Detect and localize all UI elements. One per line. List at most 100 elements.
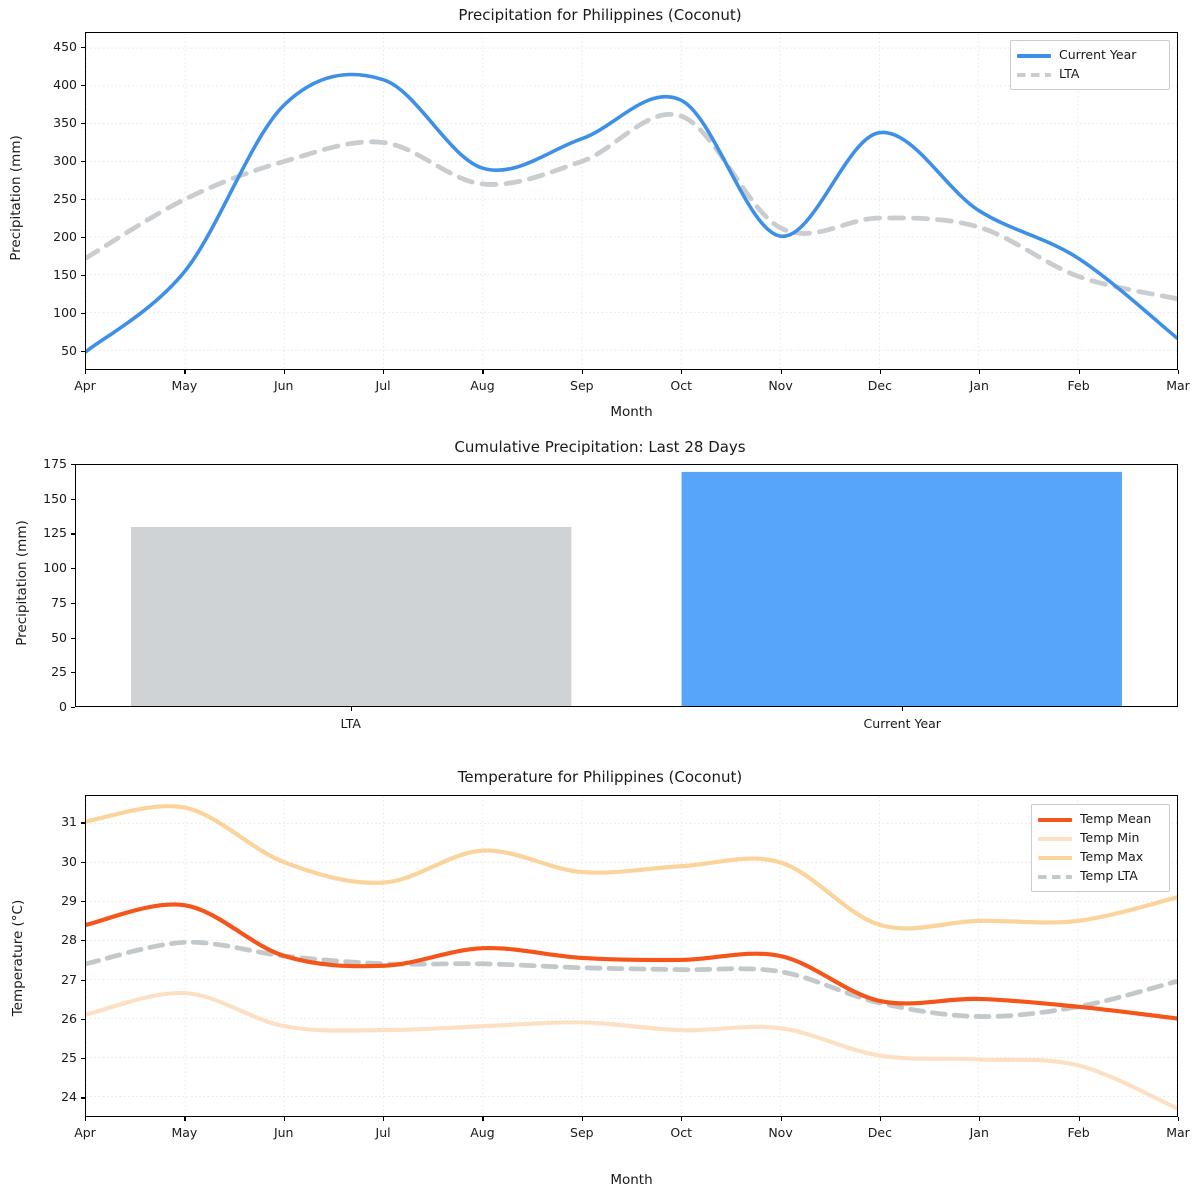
series-line-temp-min <box>86 990 1177 1111</box>
x-axis-tick-label: Sep <box>570 378 594 393</box>
y-axis-tick-mark <box>71 464 75 466</box>
y-axis-tick-label: 50 <box>51 629 67 645</box>
x-axis-tick-mark <box>1178 1117 1180 1121</box>
temperature-plot-area <box>85 795 1178 1117</box>
x-axis-tick-label: Dec <box>867 1125 892 1140</box>
x-axis-tick-label: May <box>171 378 198 393</box>
y-axis-tick-label: 200 <box>53 229 77 245</box>
x-axis-tick-label: Jan <box>969 378 989 393</box>
bar-lta[interactable] <box>131 526 572 706</box>
y-axis-tick-mark <box>81 199 85 201</box>
x-axis-tick-label: Jan <box>969 1125 989 1140</box>
x-axis-tick-mark <box>482 1117 484 1121</box>
y-axis-tick-mark <box>81 822 85 824</box>
y-axis-tick-label: 0 <box>59 699 67 714</box>
x-axis-tick-mark <box>383 370 385 374</box>
cumulative-plot-area <box>75 464 1178 707</box>
x-axis-tick-mark <box>1078 1117 1080 1121</box>
y-axis-tick-mark <box>81 1018 85 1021</box>
temperature-legend-entry[interactable]: Temp Mean <box>1038 810 1162 829</box>
temperature-legend-entry[interactable]: Temp Max <box>1038 848 1162 867</box>
x-axis-tick-label: Sep <box>570 1125 594 1140</box>
temperature-x-axis-label: Month <box>610 1172 653 1188</box>
x-axis-tick-label: Mar <box>1166 1125 1190 1140</box>
x-axis-tick-label: Feb <box>1067 1125 1090 1140</box>
x-axis-tick-label: Oct <box>670 1125 692 1140</box>
y-axis-tick-label: 25 <box>51 664 67 680</box>
y-axis-tick-mark <box>71 533 75 535</box>
x-axis-tick-mark <box>979 1117 981 1121</box>
y-axis-tick-label: 150 <box>43 490 67 506</box>
y-axis-tick-label: 24 <box>61 1089 77 1105</box>
y-axis-tick-label: 75 <box>51 594 67 610</box>
temperature-legend-entry[interactable]: Temp Min <box>1038 829 1162 848</box>
y-axis-tick-label: 125 <box>43 525 67 541</box>
y-axis-tick-mark <box>81 275 85 277</box>
x-axis-tick-mark <box>681 1117 683 1121</box>
y-axis-tick-mark <box>81 85 85 87</box>
y-axis-tick-mark <box>71 498 75 500</box>
y-axis-tick-label: 27 <box>61 971 77 987</box>
cumulative-precipitation-panel: Cumulative Precipitation: Last 28 Days P… <box>0 432 1200 732</box>
precipitation-y-axis-label: Precipitation (mm) <box>8 135 24 261</box>
y-axis-tick-label: 300 <box>53 153 77 169</box>
y-axis-tick-label: 26 <box>61 1010 77 1026</box>
x-axis-tick-label: Jun <box>273 378 294 393</box>
precipitation-legend-entry[interactable]: LTA <box>1017 65 1162 84</box>
y-axis-tick-label: 100 <box>53 305 77 321</box>
temperature-panel: Temperature for Philippines (Coconut) Te… <box>0 760 1200 1200</box>
x-axis-tick-mark <box>879 370 882 374</box>
x-axis-tick-mark <box>350 707 352 711</box>
x-axis-category-label: Current Year <box>863 716 941 731</box>
x-axis-tick-mark <box>902 707 904 711</box>
legend-label: Temp Mean <box>1080 811 1152 827</box>
series-line-current-year <box>86 72 1177 354</box>
y-axis-tick-mark <box>81 1097 85 1099</box>
y-axis-tick-label: 31 <box>61 814 77 830</box>
y-axis-tick-mark <box>81 123 85 125</box>
legend-label: LTA <box>1059 66 1080 82</box>
x-axis-tick-mark <box>283 1117 285 1121</box>
x-axis-tick-label: Jul <box>375 378 391 393</box>
y-axis-tick-mark <box>81 979 85 981</box>
y-axis-tick-mark <box>81 1058 85 1060</box>
y-axis-tick-mark <box>81 861 85 863</box>
series-line-temp-mean <box>86 902 1177 1021</box>
x-axis-tick-mark <box>780 1117 782 1121</box>
x-axis-tick-mark <box>581 370 583 374</box>
precipitation-panel: Precipitation for Philippines (Coconut) … <box>0 0 1200 430</box>
y-axis-tick-mark <box>81 313 85 315</box>
x-axis-tick-mark <box>283 370 285 374</box>
precipitation-legend: Current Year LTA <box>1010 40 1170 90</box>
x-axis-tick-label: Nov <box>768 1125 793 1140</box>
y-axis-tick-label: 250 <box>53 191 77 207</box>
x-axis-tick-mark <box>85 370 87 374</box>
x-axis-tick-label: Dec <box>867 378 892 393</box>
precipitation-legend-entry[interactable]: Current Year <box>1017 46 1162 65</box>
precipitation-title: Precipitation for Philippines (Coconut) <box>458 6 742 24</box>
cumulative-title: Cumulative Precipitation: Last 28 Days <box>454 438 746 456</box>
x-axis-tick-label: Apr <box>74 1125 96 1140</box>
y-axis-tick-mark <box>81 237 85 239</box>
legend-label: Current Year <box>1059 47 1137 63</box>
y-axis-tick-mark <box>81 351 85 353</box>
y-axis-tick-mark <box>71 672 75 674</box>
temperature-legend: Temp Mean Temp Min Temp Max Temp LTA <box>1031 804 1170 892</box>
x-axis-tick-mark <box>879 1117 882 1121</box>
y-axis-tick-label: 400 <box>53 77 77 93</box>
bar-current-year[interactable] <box>681 471 1122 706</box>
y-axis-tick-mark <box>81 161 85 163</box>
temperature-legend-entry[interactable]: Temp LTA <box>1038 867 1162 886</box>
y-axis-tick-label: 50 <box>61 343 77 358</box>
y-axis-tick-label: 150 <box>53 267 77 283</box>
y-axis-tick-label: 29 <box>61 893 77 909</box>
y-axis-tick-mark <box>81 940 85 942</box>
x-axis-tick-label: Jun <box>273 1125 294 1140</box>
x-axis-tick-label: Aug <box>470 1125 495 1140</box>
y-axis-tick-label: 28 <box>61 932 77 948</box>
x-axis-tick-mark <box>681 370 683 374</box>
x-axis-tick-mark <box>1178 370 1180 374</box>
temperature-title: Temperature for Philippines (Coconut) <box>457 768 743 786</box>
x-axis-tick-mark <box>184 1117 186 1121</box>
x-axis-tick-mark <box>780 370 782 374</box>
